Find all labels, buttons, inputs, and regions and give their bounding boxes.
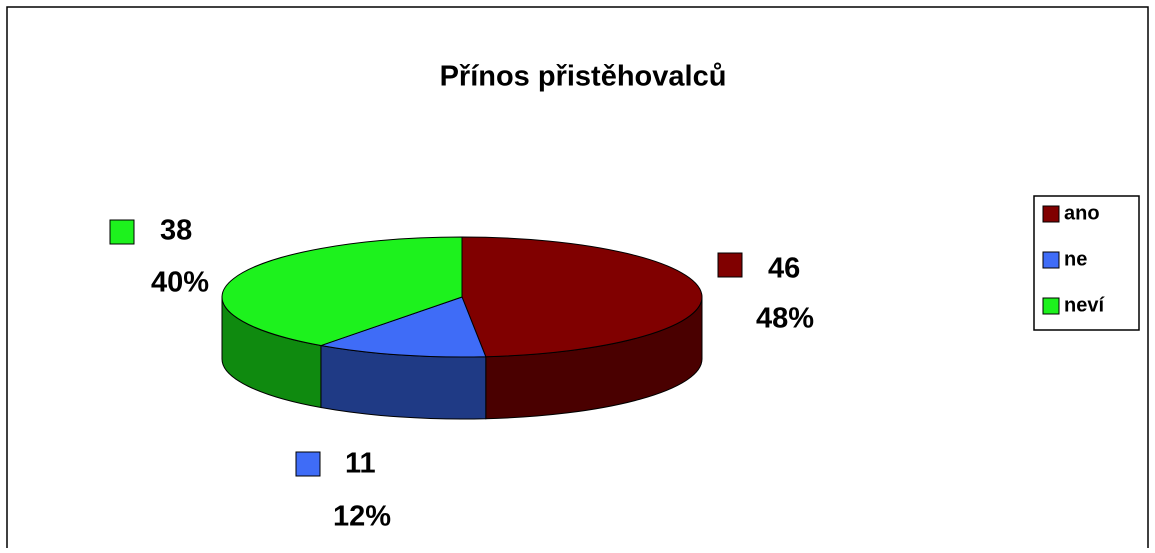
label-swatch — [295, 451, 321, 477]
percent-label: 12% — [333, 501, 391, 533]
value-label: 46 — [768, 253, 800, 285]
legend-label: neví — [1064, 294, 1105, 316]
pie-slice — [318, 296, 487, 358]
legend-swatch — [1042, 205, 1060, 223]
percent-label: 48% — [756, 303, 814, 335]
value-label: 38 — [160, 215, 192, 247]
legend-label: ne — [1064, 248, 1087, 270]
value-label: 11 — [345, 448, 376, 480]
legend-swatch — [1042, 251, 1060, 269]
percent-label: 40% — [151, 267, 209, 299]
label-swatch — [717, 252, 743, 278]
legend-label: ano — [1064, 202, 1100, 224]
label-swatch — [109, 219, 135, 245]
chart-title: Přínos přistěhovalců — [440, 61, 727, 93]
legend-swatch — [1042, 297, 1060, 315]
pie-slice — [221, 236, 463, 347]
pie-slice — [461, 236, 703, 358]
